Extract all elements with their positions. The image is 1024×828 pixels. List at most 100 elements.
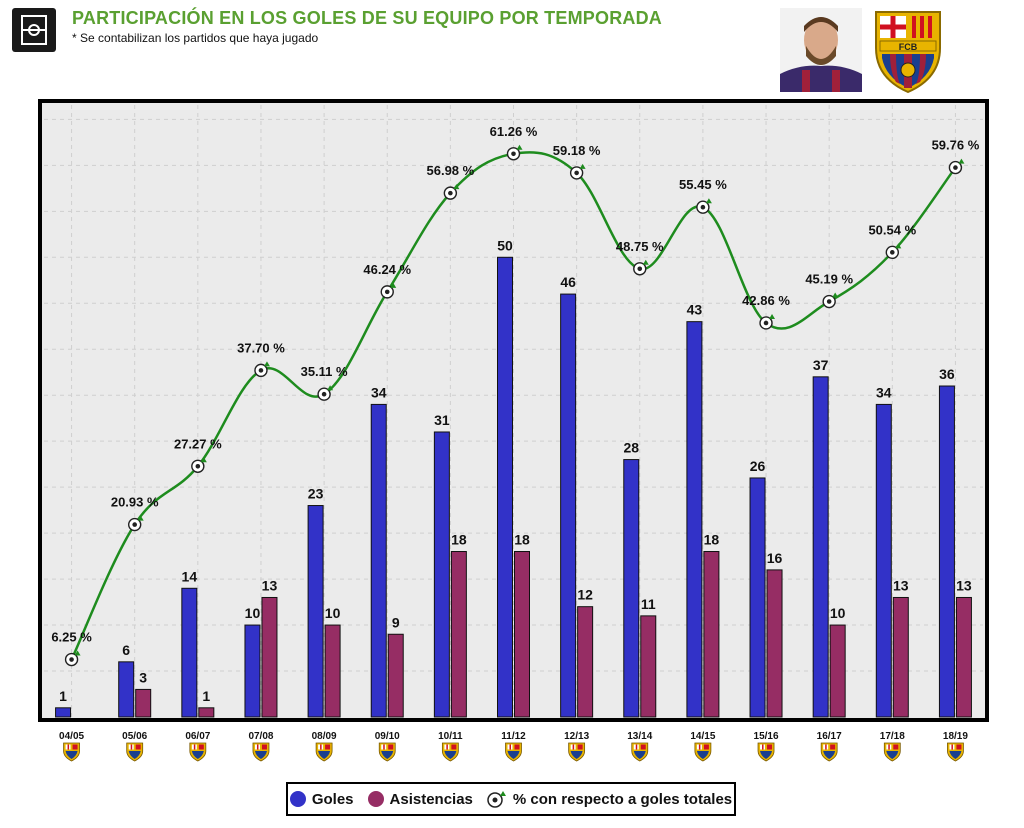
player-photo <box>780 8 862 92</box>
bar-goles <box>497 256 513 718</box>
bar-goles <box>623 459 640 718</box>
percentage-point <box>885 243 902 260</box>
crest-icon <box>189 742 207 762</box>
bar-goles <box>181 587 198 718</box>
bar-asistencias-label: 18 <box>704 532 720 548</box>
crest-icon <box>378 742 396 762</box>
bar-asistencias <box>514 551 530 718</box>
legend-porcentaje: % con respecto a goles totales <box>487 790 732 808</box>
x-tick-label: 16/17 <box>817 731 842 742</box>
bar-asistencias <box>387 633 404 718</box>
crest-icon <box>947 742 964 762</box>
bar-goles <box>118 661 135 718</box>
bar-goles-label: 23 <box>308 486 324 502</box>
x-tick-label: 06/07 <box>185 731 210 742</box>
x-tick-label: 04/05 <box>59 731 84 742</box>
bar-asistencias-label: 9 <box>392 614 400 630</box>
bar-goles <box>244 624 261 718</box>
percentage-label: 61.26 % <box>490 124 538 139</box>
percentage-point <box>64 650 81 667</box>
x-tick-label: 10/11 <box>438 731 463 742</box>
bar-goles-label: 37 <box>813 357 829 373</box>
legend-asistencias: Asistencias <box>367 791 473 808</box>
percentage-point <box>759 313 776 330</box>
percentage-point <box>127 515 144 532</box>
bar-asistencias <box>324 624 341 718</box>
soccer-ball-icon <box>487 791 506 808</box>
bar-goles-label: 1 <box>59 688 67 704</box>
chart-subtitle: * Se contabilizan los partidos que haya … <box>72 31 319 45</box>
bar-goles-label: 14 <box>182 568 198 584</box>
crest-icon <box>631 742 649 762</box>
legend: Goles Asistencias % con respecto a goles… <box>286 782 736 816</box>
percentage-label: 42.86 % <box>742 293 790 308</box>
x-tick-label: 09/10 <box>375 731 400 742</box>
bar-asistencias <box>766 569 783 718</box>
percentage-label: 37.70 % <box>237 340 285 355</box>
bar-asistencias <box>135 688 152 718</box>
bar-asistencias-label: 10 <box>325 605 341 621</box>
bar-asistencias-label: 10 <box>830 605 846 621</box>
bar-asistencias <box>198 707 215 718</box>
bar-goles <box>370 403 387 718</box>
bar-goles-label: 31 <box>434 412 450 428</box>
legend-goles-swatch <box>289 791 306 807</box>
bar-goles-label: 34 <box>876 384 892 400</box>
x-tick-label: 17/18 <box>880 731 905 742</box>
legend-asistencias-swatch <box>367 791 384 807</box>
x-tick-label: 08/09 <box>312 731 337 742</box>
bar-goles <box>433 431 450 718</box>
crest-icon <box>694 742 712 762</box>
percentage-label: 48.75 % <box>616 239 664 254</box>
legend-goles: Goles <box>289 790 354 808</box>
chart-title: PARTICIPACIÓN EN LOS GOLES DE SU EQUIPO … <box>72 8 662 28</box>
x-tick-label: 15/16 <box>754 731 779 742</box>
crest-text: FCB <box>899 42 918 52</box>
bar-asistencias <box>829 624 846 718</box>
percentage-label: 55.45 % <box>679 177 727 192</box>
percentage-point <box>191 457 207 473</box>
bar-asistencias-label: 16 <box>767 550 783 566</box>
bar-goles-label: 43 <box>687 302 703 318</box>
bar-goles <box>938 385 955 718</box>
bar-goles <box>749 477 766 718</box>
bar-asistencias-label: 18 <box>514 532 530 548</box>
bar-asistencias <box>892 596 909 718</box>
percentage-label: 20.93 % <box>111 495 159 510</box>
percentage-point <box>696 198 712 214</box>
legend-goles-label: Goles <box>311 790 354 808</box>
percentage-point <box>633 259 649 276</box>
percentage-label: 6.25 % <box>51 630 92 645</box>
crest-icon <box>63 742 80 762</box>
bar-asistencias-label: 13 <box>893 577 909 593</box>
bar-goles-label: 6 <box>122 642 130 658</box>
bar-asistencias <box>577 606 594 718</box>
bar-goles <box>307 505 324 718</box>
bar-asistencias-label: 12 <box>577 587 593 603</box>
bar-asistencias-label: 3 <box>139 669 147 685</box>
x-tick-label: 11/12 <box>501 731 526 742</box>
x-tick-label: 13/14 <box>627 731 652 742</box>
crest-icon <box>315 742 333 762</box>
percentage-point <box>317 385 334 401</box>
bar-asistencias <box>261 596 278 718</box>
crest-icon <box>883 742 901 762</box>
bar-goles-label: 46 <box>560 274 576 290</box>
bar-asistencias <box>640 615 657 718</box>
percentage-label: 46.24 % <box>363 262 411 277</box>
bar-asistencias-label: 13 <box>262 577 278 593</box>
bar-goles <box>812 376 829 718</box>
percentage-point <box>506 144 523 161</box>
bar-asistencias-label: 18 <box>451 532 467 548</box>
bar-goles-label: 34 <box>371 384 387 400</box>
bar-goles <box>560 293 577 718</box>
crest-icon <box>568 742 586 762</box>
bar-asistencias <box>450 551 467 718</box>
bar-goles-label: 36 <box>939 366 955 382</box>
bar-asistencias-label: 13 <box>956 577 972 593</box>
x-tick-label: 07/08 <box>248 731 273 742</box>
bar-goles <box>55 707 72 718</box>
x-tick-label: 12/13 <box>564 731 589 742</box>
crest-icon <box>252 742 270 762</box>
bar-goles <box>686 321 703 718</box>
